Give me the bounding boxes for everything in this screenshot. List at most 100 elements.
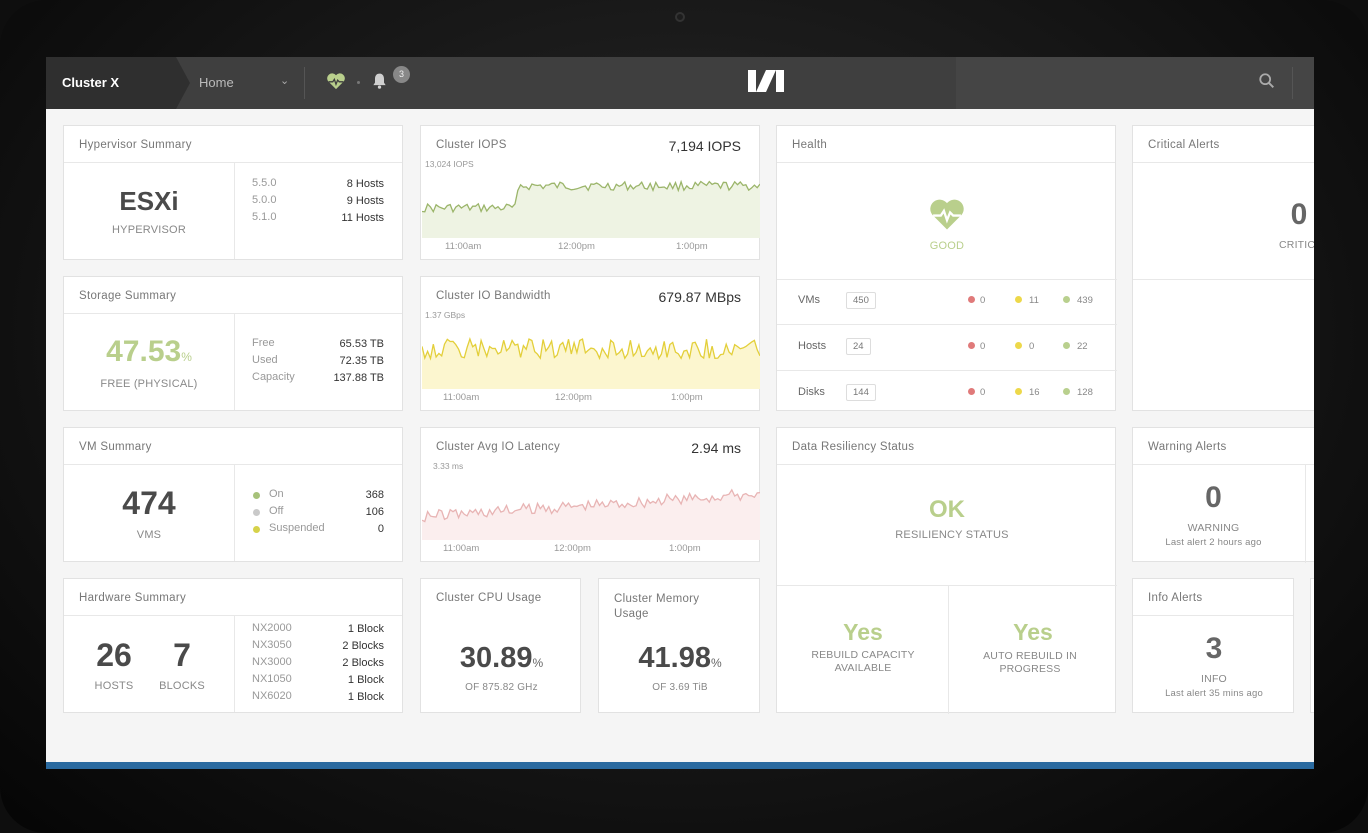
memory-capacity: OF 3.69 TiB <box>652 682 708 693</box>
resiliency-status: OK <box>929 496 965 523</box>
model-blocks: 2 Blocks <box>342 640 384 652</box>
divider <box>1133 615 1293 616</box>
search-icon[interactable] <box>1258 72 1276 90</box>
card-title: Data Resiliency Status <box>792 441 915 453</box>
critical-alerts-card[interactable]: Critical Alerts 0 CRITICA <box>1132 125 1314 411</box>
health-heart-icon[interactable] <box>326 72 346 90</box>
partial-card <box>1310 578 1314 713</box>
health-warning-count: 16 <box>1029 387 1040 398</box>
vm-state-value: 368 <box>365 489 384 501</box>
iops-peak: 13,024 IOPS <box>425 159 474 169</box>
storage-free-value: 47.53 <box>106 335 182 368</box>
divider <box>777 370 1117 371</box>
health-row-label: Disks <box>798 386 825 398</box>
divider <box>777 464 1115 465</box>
dot-separator <box>357 81 360 84</box>
card-title: Cluster IOPS <box>436 139 507 151</box>
hypervisor-name: ESXi <box>119 186 179 216</box>
cpu-value: 30.89 <box>459 642 533 674</box>
model-blocks: 1 Block <box>347 674 384 686</box>
hosts-label: HOSTS <box>94 680 134 692</box>
memory-percent: 41.98% <box>599 642 761 675</box>
hardware-summary-card[interactable]: Hardware Summary 26 HOSTS 7 BLOCKS NX200… <box>63 578 403 713</box>
cluster-name[interactable]: Cluster X <box>46 57 176 109</box>
hypervisor-summary-card[interactable]: Hypervisor Summary ESXi HYPERVISOR 5.5.0… <box>63 125 403 260</box>
version-hosts: 8 Hosts <box>346 178 384 190</box>
bell-icon[interactable] <box>371 72 388 90</box>
card-title: Warning Alerts <box>1148 441 1227 453</box>
warning-alerts-card[interactable]: Warning Alerts 0 WARNING Last alert 2 ho… <box>1132 427 1314 563</box>
model-blocks: 2 Blocks <box>342 657 384 669</box>
storage-row-label: Used <box>252 354 278 366</box>
x-tick: 11:00am <box>445 241 482 252</box>
critical-dot <box>968 388 975 395</box>
card-title: Health <box>792 139 828 151</box>
status-dot-on <box>253 492 260 499</box>
vm-count: 474 <box>122 485 176 521</box>
info-alerts-card[interactable]: Info Alerts 3 INFO Last alert 35 mins ag… <box>1132 578 1294 713</box>
storage-free-percent: 47.53% <box>64 335 234 369</box>
vm-state-value: 0 <box>377 523 384 535</box>
card-title: Hardware Summary <box>79 592 187 604</box>
divider <box>1305 465 1306 563</box>
divider <box>64 615 402 616</box>
version-hosts: 9 Hosts <box>346 195 384 207</box>
card-title: Cluster CPU Usage <box>436 592 542 604</box>
health-row-total[interactable]: 24 <box>846 338 871 355</box>
bandwidth-value: 679.87 MBps <box>658 289 742 305</box>
top-bar-reflection <box>956 57 1314 109</box>
x-tick: 11:00am <box>443 543 480 554</box>
percent-unit: % <box>181 350 192 364</box>
divider <box>1292 67 1293 99</box>
cpu-usage-card[interactable]: Cluster CPU Usage 30.89% OF 875.82 GHz <box>420 578 581 713</box>
warning-label: WARNING <box>1187 522 1240 534</box>
health-critical-count: 0 <box>980 341 986 352</box>
health-critical-count: 0 <box>980 295 986 306</box>
divider <box>234 163 235 259</box>
warning-dot <box>1015 388 1022 395</box>
health-row-total[interactable]: 450 <box>846 292 876 309</box>
health-card[interactable]: Health GOOD VMs 450 0 11 439 Hosts 24 0 … <box>776 125 1117 411</box>
card-title: Storage Summary <box>79 290 177 302</box>
camera-lens <box>675 12 685 22</box>
card-title: Hypervisor Summary <box>79 139 192 151</box>
hosts-count: 26 <box>96 637 132 673</box>
vm-summary-card[interactable]: VM Summary 474 VMS On 368 Off 106 Suspen… <box>63 427 403 562</box>
rebuild-capacity-value: Yes <box>843 619 883 645</box>
cluster-iops-card[interactable]: Cluster IOPS 7,194 IOPS 13,024 IOPS 11:0… <box>420 125 760 260</box>
storage-row-value: 72.35 TB <box>339 355 384 367</box>
storage-row-label: Free <box>252 337 275 349</box>
screen: Cluster X Home ⌄ 3 Hypervisor Summary ES… <box>46 57 1314 769</box>
cluster-bandwidth-card[interactable]: Cluster IO Bandwidth 679.87 MBps 1.37 GB… <box>420 276 760 411</box>
critical-dot <box>968 342 975 349</box>
divider <box>234 314 235 410</box>
health-good-count: 439 <box>1077 295 1093 306</box>
status-dot-suspended <box>253 526 260 533</box>
storage-row-label: Capacity <box>252 371 295 383</box>
model-label: NX6020 <box>252 690 292 702</box>
bandwidth-sparkline <box>422 337 760 389</box>
good-dot <box>1063 296 1070 303</box>
health-row-total[interactable]: 144 <box>846 384 876 401</box>
sparkline-line <box>422 179 760 214</box>
home-menu[interactable]: Home <box>199 75 234 90</box>
cluster-latency-card[interactable]: Cluster Avg IO Latency 2.94 ms 3.33 ms 1… <box>420 427 760 562</box>
storage-free-label: FREE (PHYSICAL) <box>100 378 198 390</box>
storage-summary-card[interactable]: Storage Summary 47.53% FREE (PHYSICAL) F… <box>63 276 403 411</box>
vm-count-label: VMS <box>136 529 162 541</box>
card-title: VM Summary <box>79 441 152 453</box>
vm-state-label: On <box>269 488 284 500</box>
divider <box>1133 279 1314 280</box>
data-resiliency-card[interactable]: Data Resiliency Status OK RESILIENCY STA… <box>776 427 1117 714</box>
notification-badge: 3 <box>393 66 410 83</box>
health-good-count: 128 <box>1077 387 1093 398</box>
memory-usage-card[interactable]: Cluster Memory Usage 41.98% OF 3.69 TiB <box>598 578 760 713</box>
bottom-accent-strip <box>46 762 1314 769</box>
divider <box>234 616 235 712</box>
divider <box>948 585 949 714</box>
chevron-down-icon[interactable]: ⌄ <box>280 75 290 87</box>
vm-state-label: Suspended <box>269 522 325 534</box>
percent-unit: % <box>710 656 722 670</box>
auto-rebuild-label: AUTO REBUILD IN PROGRESS <box>983 650 1077 675</box>
x-tick: 1:00pm <box>669 543 701 554</box>
